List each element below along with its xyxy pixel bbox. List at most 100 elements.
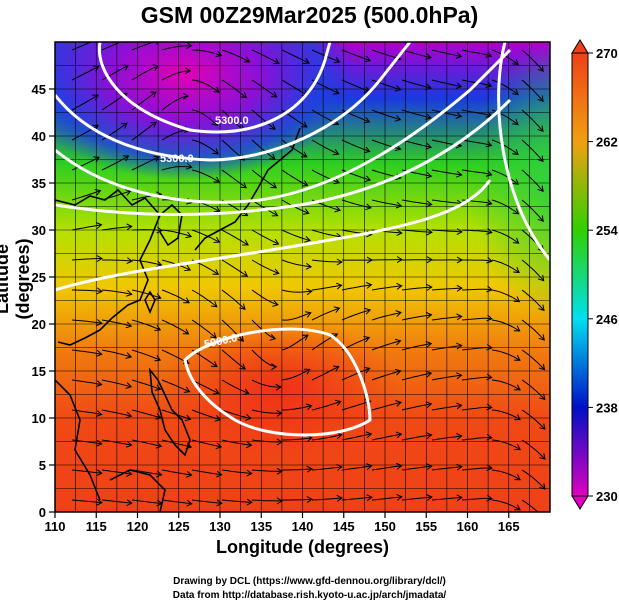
streamline-arrow [512, 237, 520, 244]
streamline [251, 289, 279, 306]
streamline [131, 289, 161, 299]
streamline-arrow [426, 283, 433, 291]
streamline-arrow [486, 403, 493, 411]
streamline [552, 170, 569, 195]
streamline [101, 289, 132, 295]
x-tick-label: 150 [374, 519, 396, 534]
credit-dcl: Drawing by DCL (https://www.gfd-dennou.o… [173, 576, 446, 587]
streamline-arrow [246, 498, 253, 506]
streamline-arrow [185, 471, 193, 478]
streamline [191, 49, 222, 56]
streamline-arrow [155, 441, 163, 449]
streamline [461, 467, 492, 471]
streamline [311, 466, 342, 471]
contour-5700 [55, 48, 512, 204]
colorbar-tick-label: 254 [596, 223, 618, 238]
y-tick-label: 15 [32, 364, 46, 379]
streamline-arrow [246, 469, 253, 477]
streamline [371, 285, 402, 291]
streamline-arrow [125, 352, 133, 359]
streamline [72, 289, 103, 292]
streamline [71, 42, 93, 51]
streamline-arrow [95, 222, 103, 229]
streamline-arrow [514, 384, 521, 391]
x-tick-label: 120 [127, 519, 149, 534]
streamline-arrow [301, 180, 309, 187]
streamline [71, 319, 102, 324]
streamline [491, 439, 521, 451]
streamline [371, 465, 402, 471]
streamline-arrow [304, 235, 311, 243]
streamline-arrow [237, 335, 244, 342]
streamline [341, 337, 370, 351]
x-tick-label: 155 [415, 519, 437, 534]
streamline-arrow [537, 125, 544, 133]
streamline [341, 309, 371, 321]
streamline [461, 49, 492, 57]
streamline [431, 49, 462, 57]
streamline-arrow [396, 229, 403, 237]
streamline [401, 49, 432, 59]
streamline-arrow [539, 453, 546, 460]
streamline-arrow [152, 64, 160, 71]
streamline-arrow [155, 260, 163, 268]
streamline [431, 79, 462, 88]
streamline [491, 139, 519, 155]
streamline-arrow [155, 42, 160, 45]
streamline [281, 79, 308, 96]
streamline [521, 109, 544, 132]
streamline-arrow [455, 82, 463, 89]
streamline [461, 169, 492, 176]
streamline-arrow [365, 431, 373, 439]
streamline [401, 343, 432, 351]
streamline [251, 139, 276, 160]
streamline-arrow [122, 64, 130, 71]
streamline [71, 94, 99, 111]
streamline-arrow [126, 470, 133, 477]
streamline-arrow [241, 270, 249, 277]
streamline [101, 155, 129, 171]
streamline [461, 497, 492, 501]
streamline [341, 199, 372, 209]
streamline-arrow [485, 81, 493, 88]
streamline [191, 139, 219, 155]
streamline-arrow [456, 170, 463, 178]
streamline [161, 289, 190, 304]
streamline-arrow [537, 65, 544, 72]
streamline [281, 312, 311, 321]
streamline [521, 409, 546, 430]
streamline-arrow [512, 58, 519, 66]
streamline [521, 349, 545, 371]
streamline [431, 169, 462, 176]
streamline-arrow [363, 366, 371, 374]
streamline [101, 499, 132, 504]
streamline [371, 370, 401, 381]
streamline-arrow [96, 410, 103, 417]
colorbar-tick-label: 238 [596, 400, 618, 415]
streamline-arrow [212, 268, 220, 275]
streamline [491, 469, 521, 481]
streamline-arrow [538, 363, 546, 371]
streamline [221, 349, 246, 370]
streamline-arrow [240, 91, 248, 99]
streamline [431, 109, 462, 117]
streamline-arrow [303, 57, 310, 65]
streamline [131, 156, 160, 171]
y-tick-label: 25 [32, 270, 46, 285]
streamline-arrow [94, 189, 102, 196]
streamline [161, 95, 189, 111]
streamline [251, 49, 280, 64]
streamline-arrow [306, 496, 313, 504]
streamline [281, 49, 310, 64]
streamline [281, 259, 312, 268]
x-tick-label: 165 [498, 519, 520, 534]
streamline-arrow [333, 306, 341, 313]
streamline [311, 259, 342, 263]
streamline-arrow [332, 149, 340, 156]
y-tick-label: 30 [32, 223, 46, 238]
y-tick-label: 45 [32, 82, 46, 97]
streamline [161, 319, 189, 335]
streamline-arrow [125, 382, 133, 389]
y-tick-label: 35 [32, 176, 46, 191]
streamline-arrow [301, 334, 309, 341]
